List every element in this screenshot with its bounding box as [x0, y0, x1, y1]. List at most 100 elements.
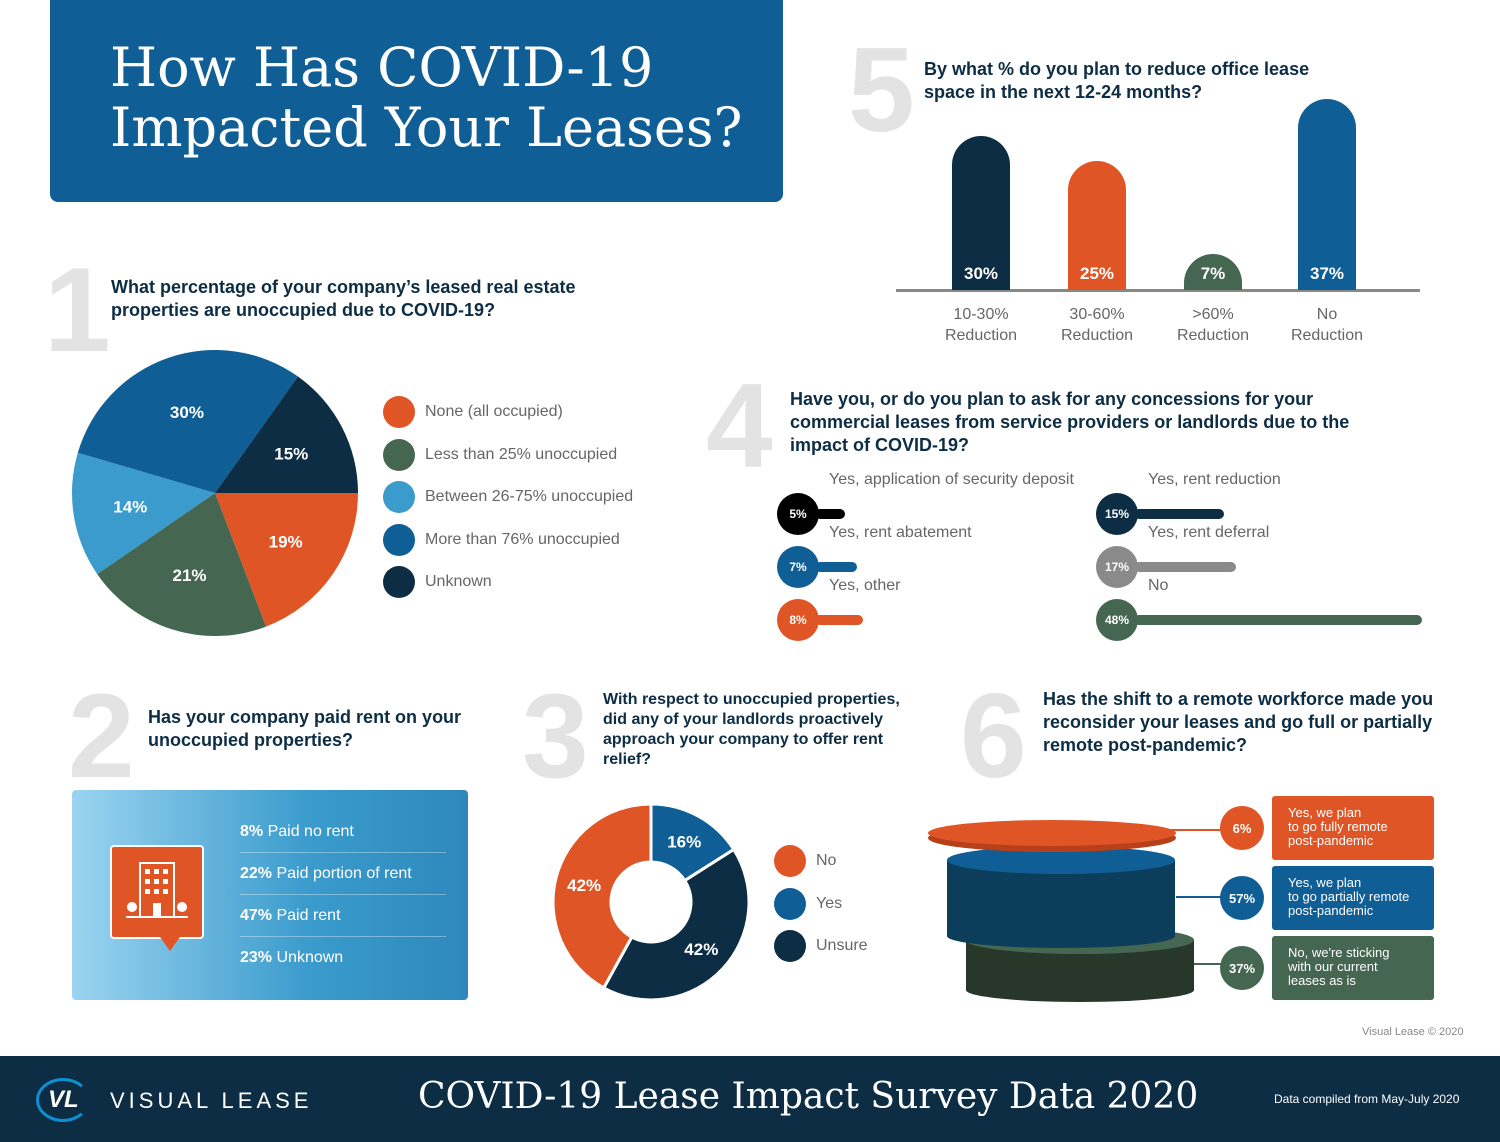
legend-label: Between 26-75% unoccupied — [425, 488, 634, 505]
legend-label: Unknown — [425, 573, 492, 590]
legend-item: Less than 25% unoccupied — [383, 438, 633, 471]
value-circle: 5% — [777, 493, 819, 535]
slice-2 — [601, 847, 751, 1002]
legend-swatch — [774, 930, 806, 962]
bar-label: Yes, rent abatement — [829, 524, 972, 541]
slice-4 — [215, 376, 358, 493]
slice-0 — [215, 493, 358, 627]
legend-swatch — [774, 887, 806, 920]
bar: 37% — [1298, 99, 1356, 290]
question-number-5: 5 — [848, 23, 915, 157]
copyright: Visual Lease © 2020 — [1362, 1026, 1464, 1038]
donut-chart-q3: 16% 42% 42% — [551, 802, 751, 1002]
legend-label: Unsure — [816, 937, 868, 954]
value-circle: 15% — [1096, 493, 1138, 535]
building-icon — [110, 845, 204, 951]
slice-0 — [551, 802, 653, 990]
brand-name: VISUAL LEASE — [110, 1088, 313, 1113]
rent-pct: 23% — [240, 949, 273, 966]
rent-item: 22% Paid portion of rent — [240, 853, 446, 895]
legend-item: Between 26-75% unoccupied — [383, 481, 633, 513]
bar-value: 30% — [963, 264, 999, 283]
bar — [1134, 615, 1422, 625]
value-circle: 8% — [777, 599, 819, 641]
slice-label: 42% — [684, 940, 718, 959]
x-label: No Reduction — [1290, 306, 1364, 344]
footer: VL VISUAL LEASE COVID-19 Lease Impact Su… — [0, 1056, 1500, 1142]
slice-label: 42% — [567, 876, 601, 895]
rent-label: Paid rent — [276, 907, 341, 924]
legend-swatch — [383, 396, 415, 428]
slice-2 — [72, 452, 216, 575]
question-4: Have you, or do you plan to ask for any … — [790, 389, 1350, 455]
question-3: With respect to unoccupied properties, d… — [603, 691, 900, 768]
slice-label: 21% — [173, 566, 207, 585]
rent-list: 8% Paid no rent 22% Paid portion of rent 4… — [240, 811, 446, 979]
rent-pct: 47% — [240, 907, 273, 924]
baseline — [896, 289, 1420, 292]
bar-row: 48% No — [1096, 577, 1422, 641]
bar-label: Yes, rent deferral — [1148, 524, 1270, 541]
bar — [815, 562, 857, 572]
data-note: Data compiled from May-July 2020 — [1274, 1092, 1460, 1106]
slice-label: 15% — [274, 445, 308, 464]
question-number-4: 4 — [706, 359, 773, 493]
legend-label: Yes — [816, 894, 843, 912]
legend-q1: None (all occupied) Less than 25% unoccup… — [383, 396, 633, 609]
legend-item: Unknown — [383, 566, 633, 598]
legend-item: Unsure — [774, 930, 868, 962]
bar-value: 25% — [1079, 264, 1115, 283]
question-5: By what % do you plan to reduce office l… — [924, 59, 1310, 102]
value-circle: 37% — [1220, 946, 1264, 990]
bar-row: 8% Yes, other — [777, 577, 900, 641]
bar-row: 15% Yes, rent reduction — [1096, 471, 1281, 535]
stacked-discs-q6 — [928, 820, 1240, 1002]
speech-pointer — [160, 937, 180, 951]
category-box: Yes, we plan to go fully remote post-pan… — [1272, 796, 1434, 860]
legend-swatch — [383, 438, 415, 471]
question-number-1: 1 — [44, 243, 111, 377]
legend-item: Yes — [774, 887, 868, 920]
legend-label: No — [816, 852, 837, 869]
legend-swatch — [383, 481, 415, 513]
page-title: How Has COVID-19 Impacted Your Leases? — [110, 36, 743, 159]
legend-label: Less than 25% unoccupied — [425, 445, 618, 463]
question-1: What percentage of your company’s leased… — [111, 277, 576, 320]
bar-label: Yes, other — [829, 577, 901, 594]
legend-item: None (all occupied) — [383, 396, 633, 428]
bar — [1134, 562, 1236, 572]
category-box: No, we're sticking with our current leas… — [1272, 936, 1434, 1000]
legend-swatch — [774, 845, 806, 877]
bar: 25% — [1068, 161, 1126, 290]
legend-item: More than 76% unoccupied — [383, 523, 633, 556]
bar-label: Yes, application of security deposit — [829, 471, 1074, 488]
legend-swatch — [383, 566, 415, 598]
bar-row: 17% Yes, rent deferral — [1096, 524, 1269, 588]
bar: 30% — [952, 135, 1010, 290]
slice-label: 19% — [269, 533, 303, 552]
rent-label: Unknown — [276, 949, 344, 966]
legend-label: More than 76% unoccupied — [425, 530, 620, 548]
rent-label: Paid portion of rent — [276, 865, 412, 882]
question-number-6: 6 — [960, 669, 1027, 803]
slice-3 — [77, 350, 298, 493]
rent-label: Paid no rent — [267, 823, 354, 840]
x-label: >60% Reduction — [1176, 306, 1250, 344]
bar-label: No — [1148, 577, 1169, 594]
question-number-2: 2 — [68, 669, 135, 803]
bar: 7% — [1184, 253, 1242, 290]
x-label: 30-60% Reduction — [1060, 306, 1134, 344]
slice-label: 16% — [667, 833, 701, 852]
value-circle: 57% — [1220, 876, 1264, 920]
legend-label: None (all occupied) — [425, 403, 563, 420]
pie-chart-q1: 19% 21% 14% 30% 15% — [72, 350, 358, 636]
question-number-3: 3 — [522, 669, 589, 803]
footer-title: COVID-19 Lease Impact Survey Data 2020 — [418, 1076, 1199, 1117]
slice-label: 30% — [170, 403, 204, 422]
legend-q3: No Yes Unsure — [774, 845, 868, 973]
rent-pct: 8% — [240, 823, 264, 840]
rent-pct: 22% — [240, 865, 273, 882]
title-banner: How Has COVID-19 Impacted Your Leases? — [50, 0, 783, 202]
slice-label: 14% — [113, 498, 147, 517]
question-2: Has your company paid rent on your unocc… — [148, 707, 462, 750]
